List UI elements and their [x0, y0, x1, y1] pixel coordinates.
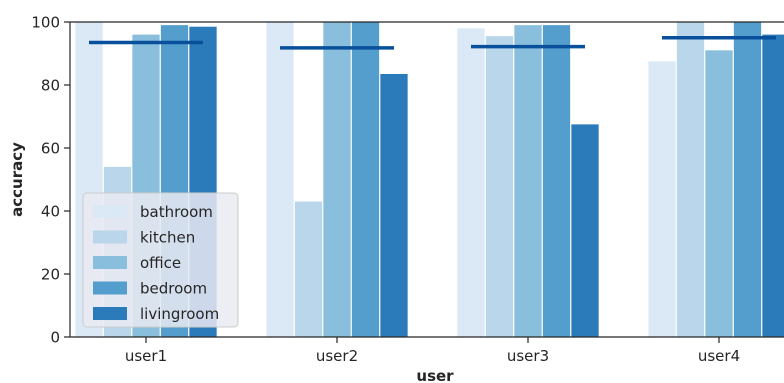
bar-bathroom-user2 [266, 22, 294, 337]
x-tick-label-user1: user1 [125, 347, 167, 365]
bar-bedroom-user4 [733, 22, 762, 337]
bar-kitchen-user4 [676, 22, 705, 337]
x-tick-label-user4: user4 [698, 347, 740, 365]
legend-swatch-bathroom [93, 205, 127, 218]
legend: bathroom kitchen office bedroom livingroom [82, 192, 239, 328]
bar-bedroom-user3 [542, 25, 571, 337]
y-tick-label-0: 0 [50, 329, 60, 347]
legend-label-bathroom: bathroom [140, 203, 213, 221]
legend-label-bedroom: bedroom [140, 280, 207, 298]
legend-swatch-bedroom [93, 281, 127, 295]
legend-label-livingroom: livingroom [140, 305, 219, 323]
bar-kitchen-user3 [485, 36, 514, 337]
x-axis-title: user [416, 367, 454, 383]
legend-label-kitchen: kitchen [140, 229, 195, 247]
legend-swatch-kitchen [93, 230, 127, 244]
bar-bedroom-user2 [351, 22, 380, 337]
bar-livingroom-user4 [762, 34, 784, 337]
bar-bathroom-user3 [457, 28, 485, 337]
x-tick-label-user3: user3 [507, 347, 549, 365]
y-tick-label-100: 100 [31, 14, 60, 32]
legend-swatch-livingroom [93, 307, 127, 320]
legend-swatch-office [93, 256, 127, 269]
bar-livingroom-user2 [380, 73, 408, 337]
legend-label-office: office [140, 254, 181, 272]
bar-office-user4 [705, 50, 733, 337]
axes-layer: 0 20 40 60 80 100 user1 user2 user3 user4 [31, 14, 784, 365]
bar-office-user2 [323, 22, 351, 337]
mean-lines-layer [89, 36, 776, 50]
y-tick-label-80: 80 [41, 77, 60, 95]
y-tick-label-20: 20 [41, 266, 60, 284]
bar-office-user3 [514, 25, 542, 337]
bar-bathroom-user4 [648, 61, 676, 337]
bar-livingroom-user3 [571, 124, 599, 337]
y-axis-title: accuracy [8, 142, 26, 217]
y-tick-label-40: 40 [41, 203, 60, 221]
y-tick-label-60: 60 [41, 140, 60, 158]
bar-kitchen-user2 [294, 201, 323, 337]
x-tick-label-user2: user2 [316, 347, 358, 365]
